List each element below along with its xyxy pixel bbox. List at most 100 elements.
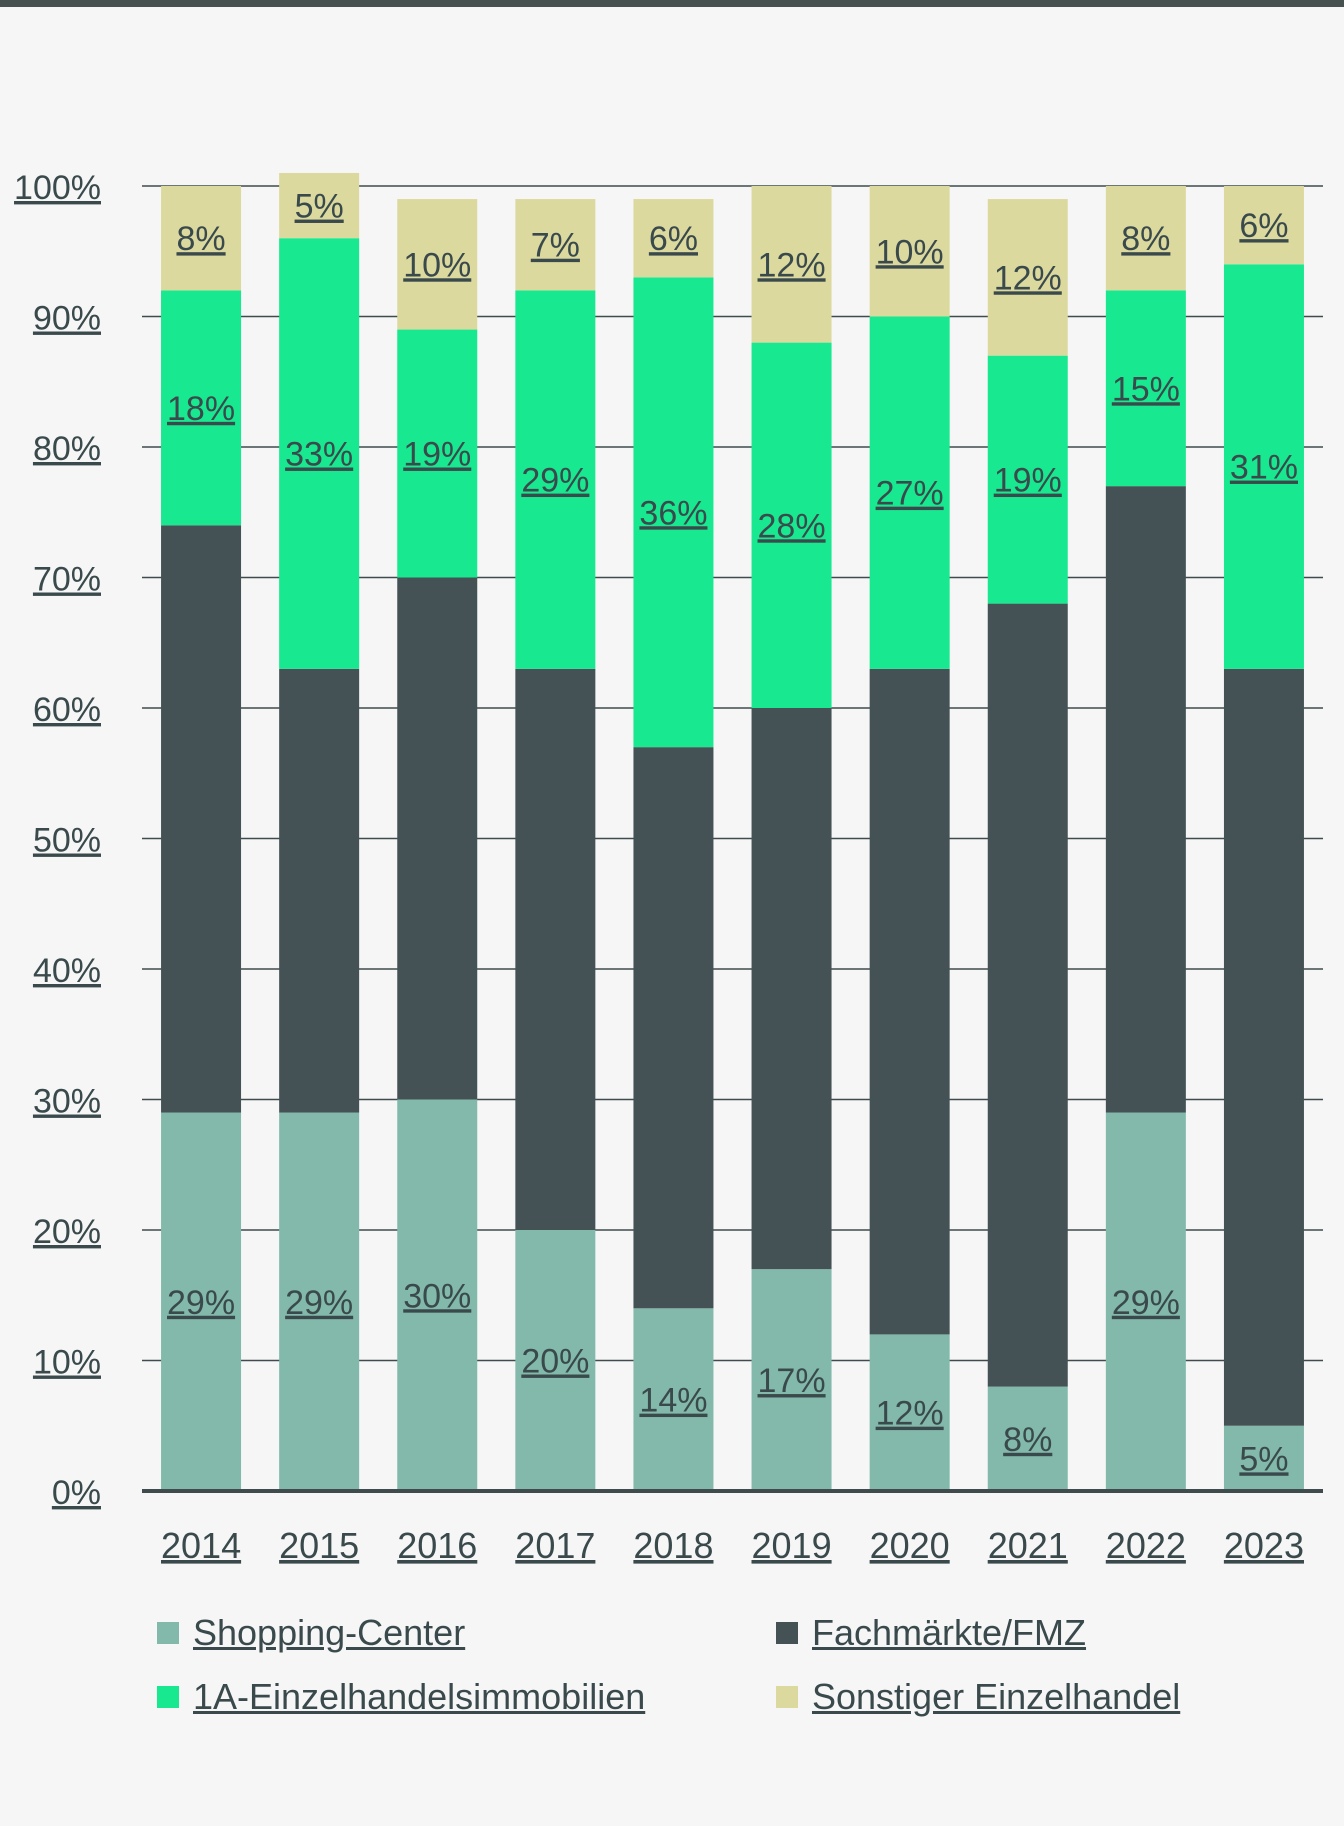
data-label: 10%: [876, 233, 944, 271]
data-labels: 29% 18% 8% 29% 33% 5% 30% 19% 10% 20% 29% 7% 14% 36% 6…: [167, 188, 1298, 1479]
data-label: 15%: [1112, 370, 1180, 408]
legend-label: Shopping-Center: [193, 1612, 466, 1653]
data-label: 29%: [1112, 1284, 1180, 1322]
legend-swatch: [157, 1622, 179, 1644]
legend-item-sonstiger-einzelhandel: Sonstiger Einzelhandel: [776, 1676, 1180, 1718]
bar-segment: [633, 199, 714, 278]
bar-segment: [279, 238, 360, 669]
data-label: 28%: [758, 507, 826, 545]
data-label: 8%: [176, 220, 225, 258]
x-tick-label: 2019: [752, 1525, 832, 1566]
x-tick-label: 2018: [633, 1525, 713, 1566]
data-label: 18%: [167, 390, 235, 428]
data-label: 29%: [167, 1284, 235, 1322]
bar-segment: [751, 708, 832, 1270]
x-tick-label: 2014: [161, 1525, 241, 1566]
bar-segment: [279, 172, 360, 239]
data-label: 14%: [639, 1382, 707, 1420]
bar-segment: [1105, 186, 1186, 291]
bar-segment: [279, 668, 360, 1113]
bar-segment: [397, 329, 478, 578]
data-label: 20%: [521, 1343, 589, 1381]
data-label: 8%: [1003, 1421, 1052, 1459]
bar-segment: [515, 1230, 596, 1491]
x-tick-label: 2016: [397, 1525, 477, 1566]
y-tick-label: 40%: [33, 952, 101, 990]
bar-segment: [161, 186, 242, 291]
data-label: 5%: [1239, 1440, 1288, 1478]
data-label: 12%: [876, 1395, 944, 1433]
data-label: 6%: [1239, 207, 1288, 245]
legend-swatch: [776, 1686, 798, 1708]
y-tick-label: 100%: [14, 169, 101, 207]
bar-segment: [515, 290, 596, 669]
bar-segment: [633, 1308, 714, 1491]
bar-segment: [987, 355, 1068, 604]
y-tick-label: 90%: [33, 300, 101, 338]
bar-segment: [397, 1099, 478, 1491]
x-tick-label: 2023: [1224, 1525, 1304, 1566]
bar-segment: [751, 186, 832, 343]
x-tick-label: 2021: [988, 1525, 1068, 1566]
bar-segment: [987, 1386, 1068, 1491]
data-label: 8%: [1121, 220, 1170, 258]
bar-segment: [751, 342, 832, 708]
bar-segment: [987, 603, 1068, 1387]
bar-segment: [1105, 290, 1186, 487]
legend-label: 1A-Einzelhandelsimmobilien: [193, 1676, 646, 1717]
bars: [161, 172, 1304, 1491]
legend-item-fachmaerkte: Fachmärkte/FMZ: [776, 1612, 1086, 1654]
legend: Shopping-Center Fachmärkte/FMZ 1A-Einzel…: [0, 1612, 1344, 1762]
data-label: 30%: [403, 1277, 471, 1315]
bar-segment: [869, 186, 950, 317]
bar-segment: [397, 577, 478, 1100]
data-label: 5%: [295, 188, 344, 226]
x-tick-label: 2020: [870, 1525, 950, 1566]
bar-segment: [1223, 186, 1304, 265]
y-tick-label: 0%: [52, 1474, 101, 1512]
bar-segment: [161, 525, 242, 1113]
bar-segment: [515, 199, 596, 291]
bar-segment: [869, 316, 950, 669]
legend-item-1a-einzelhandel: 1A-Einzelhandelsimmobilien: [157, 1676, 645, 1718]
data-label: 12%: [994, 259, 1062, 297]
bar-segment: [751, 1269, 832, 1491]
data-label: 17%: [758, 1362, 826, 1400]
data-label: 29%: [285, 1284, 353, 1322]
bar-segment: [633, 747, 714, 1309]
y-tick-label: 50%: [33, 822, 101, 860]
data-label: 12%: [758, 246, 826, 284]
bar-segment: [161, 290, 242, 526]
bar-segment: [161, 1112, 242, 1491]
y-tick-label: 30%: [33, 1083, 101, 1121]
data-label: 31%: [1230, 449, 1298, 487]
bar-segment: [633, 277, 714, 748]
y-tick-label: 60%: [33, 691, 101, 729]
legend-label: Fachmärkte/FMZ: [812, 1612, 1087, 1653]
bar-segment: [1223, 1425, 1304, 1491]
y-tick-label: 10%: [33, 1344, 101, 1382]
legend-swatch: [157, 1686, 179, 1708]
bar-segment: [1223, 264, 1304, 669]
stacked-bar-chart: 29% 18% 8% 29% 33% 5% 30% 19% 10% 20% 29% 7% 14% 36% 6…: [14, 169, 1323, 1566]
bar-segment: [515, 668, 596, 1230]
y-tick-label: 80%: [33, 430, 101, 468]
data-label: 33%: [285, 436, 353, 474]
y-tick-label: 70%: [33, 561, 101, 599]
x-tick-label: 2015: [279, 1525, 359, 1566]
axes: 0% 10% 20% 30% 40% 50% 60% 70% 80% 90% 100% 2014 201…: [14, 169, 1323, 1566]
data-label: 36%: [639, 494, 707, 532]
data-label: 19%: [994, 462, 1062, 500]
y-tick-label: 20%: [33, 1213, 101, 1251]
bar-segment: [279, 1112, 360, 1491]
bar-segment: [397, 199, 478, 330]
legend-label: Sonstiger Einzelhandel: [812, 1676, 1181, 1717]
x-tick-label: 2017: [515, 1525, 595, 1566]
data-label: 29%: [521, 462, 589, 500]
data-label: 10%: [403, 246, 471, 284]
bar-segment: [869, 668, 950, 1335]
bar-segment: [1223, 668, 1304, 1426]
bar-segment: [1105, 486, 1186, 1113]
top-accent-bar: [0, 0, 1344, 7]
bar-segment: [869, 1334, 950, 1491]
